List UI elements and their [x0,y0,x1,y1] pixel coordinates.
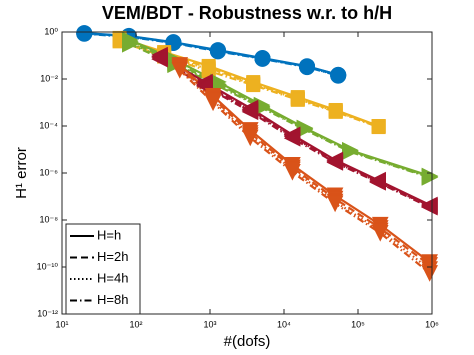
x-axis-label: #(dofs) [224,333,271,350]
y-axis-label: H¹ error [13,147,30,199]
y-tick-label: 10⁻⁴ [39,120,58,130]
marker [328,104,343,119]
marker [421,169,439,186]
x-tick-label: 10⁴ [277,319,291,329]
chart-title: VEM/BDT - Robustness w.r. to h/H [102,3,392,23]
marker [246,78,261,93]
marker [283,129,301,147]
marker [369,174,386,191]
y-tick-label: 10⁻⁶ [40,167,59,177]
marker [122,35,139,53]
legend-label: H=h [97,227,121,242]
marker [284,164,301,181]
marker [371,120,386,135]
marker [326,154,344,171]
x-tick-label: 10⁵ [351,319,365,329]
marker [371,224,389,242]
marker [204,94,222,112]
y-tick-label: 10⁻² [40,73,58,83]
marker [254,50,271,67]
legend-label: H=4h [97,270,128,285]
y-tick-label: 10⁻¹² [37,308,58,318]
x-tick-label: 10⁶ [425,319,439,329]
marker [421,265,438,282]
y-tick-label: 10⁰ [44,26,58,36]
marker [209,43,226,60]
marker [421,198,438,216]
legend-label: H=8h [97,292,128,307]
marker [171,62,189,79]
marker [241,103,259,121]
marker [299,59,316,76]
marker [330,67,347,84]
marker [76,25,93,42]
legend-label: H=2h [97,249,128,264]
marker [241,129,259,147]
marker [342,143,359,161]
y-tick-label: 10⁻⁸ [39,214,58,224]
x-tick-label: 10¹ [55,319,68,329]
marker [326,195,344,213]
legend-box [65,223,141,315]
y-tick-label: 10⁻¹⁰ [37,261,59,271]
x-tick-label: 10² [129,319,142,329]
plot-area [76,25,439,282]
marker [290,92,305,107]
marker [151,50,168,68]
x-tick-label: 10³ [203,319,216,329]
